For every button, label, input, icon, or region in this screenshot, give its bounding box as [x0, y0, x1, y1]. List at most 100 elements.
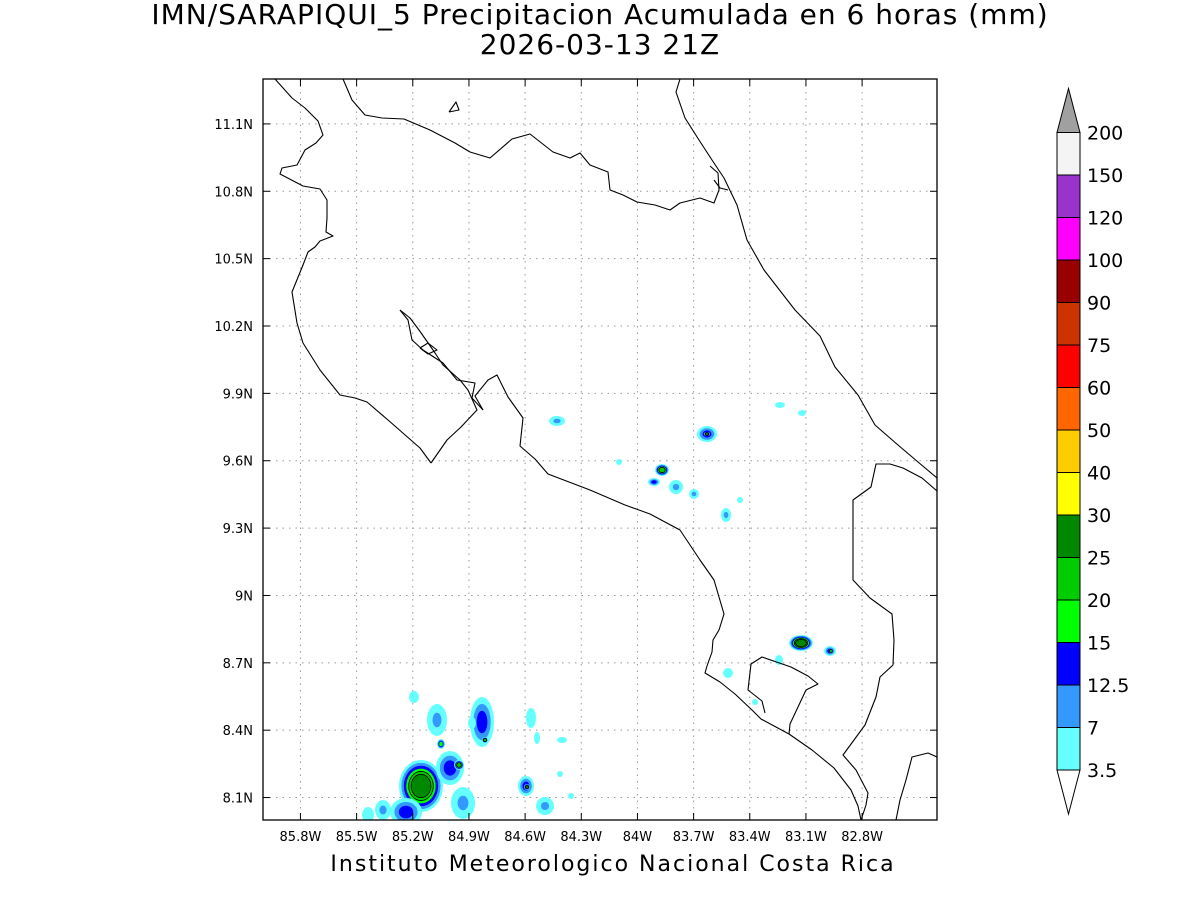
precip-contour — [723, 511, 729, 519]
x-tick-label: 84.3W — [560, 830, 602, 845]
map-grid — [263, 79, 937, 820]
precip-contour — [439, 741, 443, 747]
y-tick-label: 11.1N — [214, 118, 253, 133]
colorbar-swatch — [1056, 642, 1081, 686]
precip-contour — [775, 402, 785, 408]
coastline-segment — [419, 342, 438, 355]
precip-contour — [795, 639, 807, 648]
coastline-segment — [675, 79, 937, 479]
y-tick-label: 9.9N — [223, 387, 253, 402]
precip-contour — [672, 483, 680, 491]
precip-contour — [705, 432, 709, 436]
precip-contour — [616, 459, 622, 465]
precip-contour — [410, 773, 432, 799]
x-tick-label: 84.9W — [448, 830, 490, 845]
precip-contour — [525, 785, 529, 789]
precip-contour — [398, 805, 414, 819]
colorbar-swatch — [1056, 684, 1081, 728]
precip-contour — [468, 717, 476, 729]
colorbar-label: 90 — [1087, 293, 1111, 315]
colorbar-label: 150 — [1087, 165, 1123, 187]
coastline-segment — [448, 101, 460, 113]
y-axis-ticks: 8.1N 8.4N 8.7N 9N 9.3N 9.6N 9.9N 10.2N 10.5N 10.8… — [214, 118, 937, 807]
y-tick-label: 8.1N — [223, 792, 253, 807]
precip-contour — [829, 649, 833, 653]
colorbar-label: 30 — [1087, 505, 1111, 527]
coastline-segment — [895, 752, 937, 820]
precip-contour — [534, 732, 540, 744]
y-tick-label: 9.3N — [223, 522, 253, 537]
colorbar-label: 7 — [1087, 718, 1099, 740]
coastline-segment — [788, 733, 862, 820]
x-tick-label: 83.1W — [785, 830, 827, 845]
coastline-segment — [342, 79, 720, 211]
colorbar-swatch — [1056, 217, 1081, 261]
colorbar-swatch — [1056, 344, 1081, 388]
colorbar-label: 12.5 — [1087, 675, 1129, 697]
colorbar-swatch — [1056, 727, 1081, 771]
x-tick-label: 82.8W — [841, 830, 883, 845]
colorbar-label: 120 — [1087, 208, 1123, 230]
precip-contour — [691, 491, 697, 497]
x-tick-label: 85.5W — [336, 830, 378, 845]
x-tick-label: 84W — [623, 830, 653, 845]
precip-contour — [553, 418, 561, 424]
y-tick-label: 10.2N — [214, 320, 253, 335]
colorbar-swatch — [1056, 472, 1081, 516]
precip-contour — [737, 497, 743, 503]
precip-contour — [476, 710, 488, 734]
map-frame — [262, 78, 938, 821]
colorbar-swatch — [1056, 132, 1081, 176]
footer-credit: Instituto Meteorologico Nacional Costa R… — [330, 852, 896, 877]
colorbar-swatch — [1056, 514, 1081, 558]
precip-contour — [658, 466, 666, 474]
colorbar-label: 15 — [1087, 633, 1111, 655]
precip-contour — [798, 410, 806, 416]
coastline-segment — [274, 79, 432, 464]
colorbar-label: 100 — [1087, 250, 1123, 272]
colorbar-swatch — [1056, 174, 1081, 218]
y-tick-label: 8.4N — [223, 724, 253, 739]
x-tick-label: 83.4W — [729, 830, 771, 845]
coastline-segment — [747, 656, 819, 735]
precipitation-field — [362, 402, 836, 820]
precip-contour — [568, 793, 574, 799]
colorbar-swatch — [1056, 429, 1081, 473]
y-tick-label: 8.7N — [223, 657, 253, 672]
colorbar-swatch — [1056, 387, 1081, 431]
coastline — [274, 79, 937, 820]
precip-contour — [526, 708, 536, 728]
colorbar-label: 50 — [1087, 420, 1111, 442]
title-line-2: 2026-03-13 21Z — [479, 28, 721, 61]
precip-contour — [483, 738, 487, 742]
y-tick-label: 10.5N — [214, 253, 253, 268]
colorbar-label: 200 — [1087, 123, 1123, 145]
precip-contour — [409, 691, 419, 703]
precip-contour — [752, 699, 758, 705]
x-axis-ticks: 85.8W 85.5W 85.2W 84.9W 84.6W 84.3W 84W 83.7W 83… — [280, 79, 883, 845]
colorbar-swatch — [1056, 557, 1081, 601]
map-title: IMN/SARAPIQUI_5 Precipitacion Acumulada … — [0, 0, 1200, 60]
x-tick-label: 85.2W — [392, 830, 434, 845]
precip-contour — [723, 668, 733, 678]
coastline-segment — [399, 309, 484, 411]
y-tick-label: 9.6N — [223, 455, 253, 470]
precip-contour — [379, 805, 387, 815]
precip-contour — [540, 801, 550, 811]
colorbar-top-arrow — [1056, 86, 1081, 133]
colorbar-label: 60 — [1087, 378, 1111, 400]
y-tick-label: 10.8N — [214, 185, 253, 200]
precip-contour — [651, 480, 657, 484]
precip-contour — [457, 795, 469, 811]
precip-contour — [432, 712, 442, 728]
x-tick-label: 83.7W — [673, 830, 715, 845]
colorbar-bottom-arrow — [1056, 769, 1081, 816]
y-tick-label: 9N — [235, 589, 253, 604]
coastline-segment — [842, 463, 937, 820]
colorbar-swatch — [1056, 259, 1081, 303]
colorbar-label: 3.5 — [1087, 760, 1117, 782]
colorbar-swatch — [1056, 599, 1081, 643]
precip-contour — [456, 762, 462, 768]
x-tick-label: 85.8W — [280, 830, 322, 845]
x-tick-label: 84.6W — [504, 830, 546, 845]
